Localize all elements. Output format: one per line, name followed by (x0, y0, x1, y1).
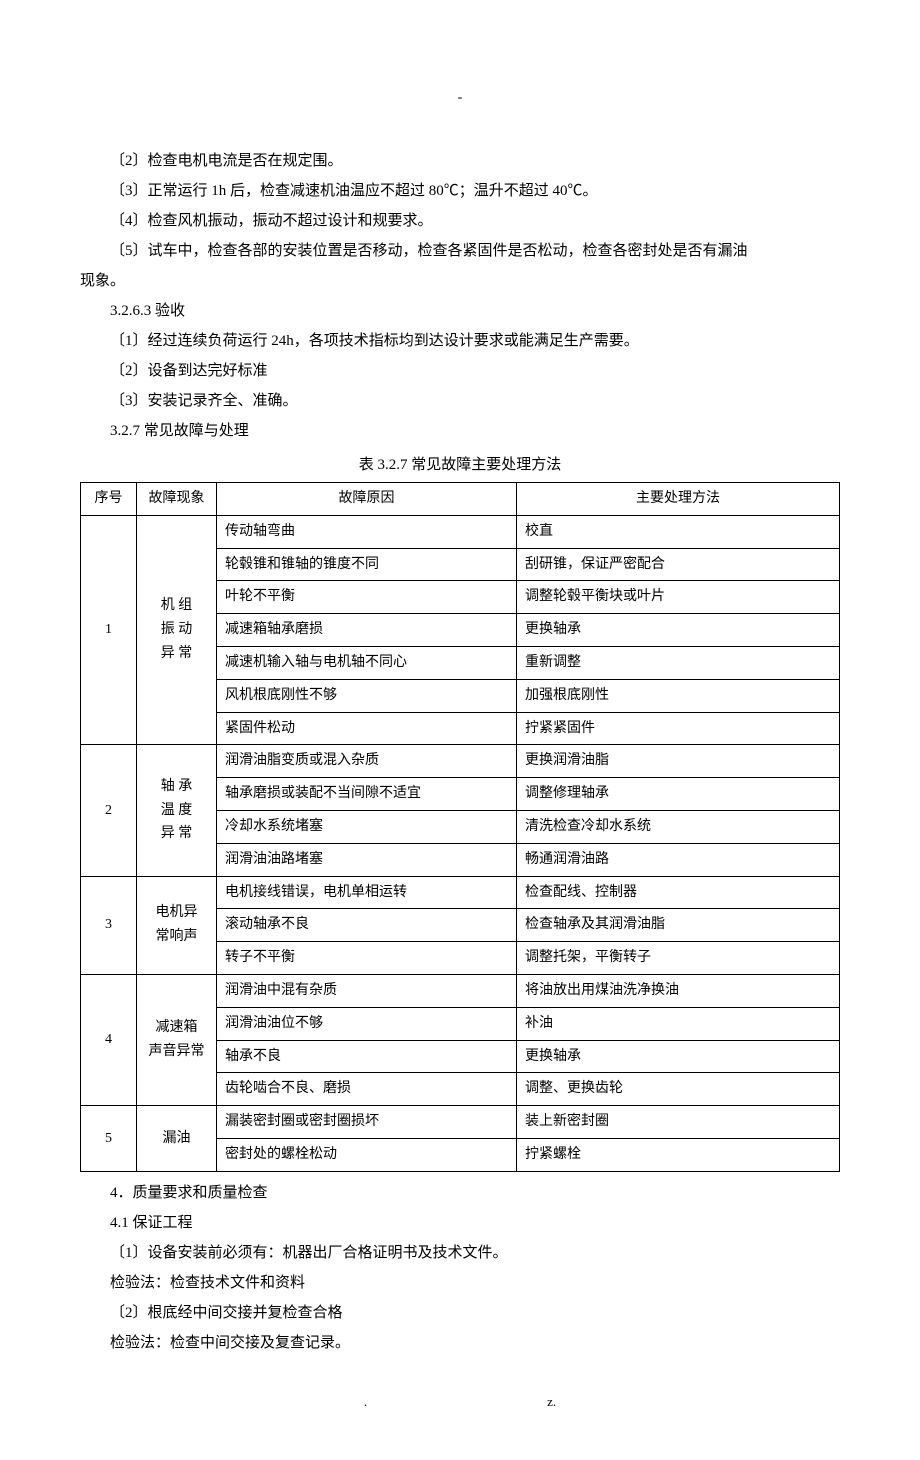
cell-method: 检查轴承及其润滑油脂 (517, 909, 840, 942)
cell-method: 刮研锥，保证严密配合 (517, 548, 840, 581)
cell-cause: 轴承不良 (217, 1040, 517, 1073)
cell-cause: 冷却水系统堵塞 (217, 810, 517, 843)
cell-method: 清洗检查冷却水系统 (517, 810, 840, 843)
cell-phen: 电机异常响声 (137, 876, 217, 974)
cell-seq: 1 (81, 515, 137, 745)
qc-2-check: 检验法：检查中间交接及复查记录。 (80, 1328, 840, 1358)
cell-method: 调整轮毂平衡块或叶片 (517, 581, 840, 614)
pre-4: 〔4〕检查风机振动，振动不超过设计和规要求。 (80, 206, 840, 236)
top-dash: - (80, 90, 840, 106)
cell-cause: 齿轮啮合不良、磨损 (217, 1073, 517, 1106)
cell-seq: 4 (81, 974, 137, 1105)
accept-3: 〔3〕安装记录齐全、准确。 (80, 386, 840, 416)
cell-method: 更换润滑油脂 (517, 745, 840, 778)
pre-2: 〔2〕检查电机电流是否在规定围。 (80, 146, 840, 176)
th-phen: 故障现象 (137, 483, 217, 516)
cell-method: 畅通润滑油路 (517, 843, 840, 876)
cell-method: 补油 (517, 1007, 840, 1040)
cell-cause: 润滑油油路堵塞 (217, 843, 517, 876)
cell-cause: 风机根底刚性不够 (217, 679, 517, 712)
accept-2: 〔2〕设备到达完好标准 (80, 356, 840, 386)
cell-method: 更换轴承 (517, 614, 840, 647)
cell-seq: 3 (81, 876, 137, 974)
cell-cause: 叶轮不平衡 (217, 581, 517, 614)
cell-phen: 轴 承温 度异 常 (137, 745, 217, 876)
cell-seq: 2 (81, 745, 137, 876)
cell-cause: 轴承磨损或装配不当间隙不适宜 (217, 778, 517, 811)
heading-41: 4.1 保证工程 (80, 1208, 840, 1238)
footer: . z. (80, 1394, 840, 1410)
cell-cause: 传动轴弯曲 (217, 515, 517, 548)
cell-method: 检查配线、控制器 (517, 876, 840, 909)
cell-seq: 5 (81, 1106, 137, 1172)
th-seq: 序号 (81, 483, 137, 516)
cell-cause: 轮毂锥和锥轴的锥度不同 (217, 548, 517, 581)
heading-4: 4．质量要求和质量检查 (80, 1178, 840, 1208)
accept-1: 〔1〕经过连续负荷运行 24h，各项技术指标均到达设计要求或能满足生产需要。 (80, 326, 840, 356)
fault-table: 序号 故障现象 故障原因 主要处理方法 1机 组振 动异 常传动轴弯曲校直轮毂锥… (80, 482, 840, 1172)
table-header-row: 序号 故障现象 故障原因 主要处理方法 (81, 483, 840, 516)
cell-cause: 滚动轴承不良 (217, 909, 517, 942)
cell-method: 拧紧紧固件 (517, 712, 840, 745)
cell-method: 更换轴承 (517, 1040, 840, 1073)
cell-cause: 密封处的螺栓松动 (217, 1138, 517, 1171)
cell-method: 调整托架，平衡转子 (517, 942, 840, 975)
pre-3: 〔3〕正常运行 1h 后，检查减速机油温应不超过 80℃；温升不超过 40℃。 (80, 176, 840, 206)
heading-327: 3.2.7 常见故障与处理 (80, 416, 840, 446)
cell-cause: 减速箱轴承磨损 (217, 614, 517, 647)
footer-left: . (364, 1394, 367, 1410)
cell-cause: 电机接线错误，电机单相运转 (217, 876, 517, 909)
th-method: 主要处理方法 (517, 483, 840, 516)
pre-5: 〔5〕试车中，检查各部的安装位置是否移动，检查各紧固件是否松动，检查各密封处是否… (80, 236, 840, 266)
cell-cause: 润滑油中混有杂质 (217, 974, 517, 1007)
pre-5-cont: 现象。 (80, 266, 840, 296)
heading-3263: 3.2.6.3 验收 (80, 296, 840, 326)
table-body: 1机 组振 动异 常传动轴弯曲校直轮毂锥和锥轴的锥度不同刮研锥，保证严密配合叶轮… (81, 515, 840, 1171)
th-cause: 故障原因 (217, 483, 517, 516)
cell-cause: 漏装密封圈或密封圈损坏 (217, 1106, 517, 1139)
cell-phen: 机 组振 动异 常 (137, 515, 217, 745)
cell-cause: 润滑油油位不够 (217, 1007, 517, 1040)
table-row: 3电机异常响声电机接线错误，电机单相运转检查配线、控制器 (81, 876, 840, 909)
cell-method: 加强根底刚性 (517, 679, 840, 712)
cell-method: 将油放出用煤油洗净换油 (517, 974, 840, 1007)
cell-cause: 转子不平衡 (217, 942, 517, 975)
cell-method: 校直 (517, 515, 840, 548)
cell-phen: 减速箱声音异常 (137, 974, 217, 1105)
cell-method: 调整修理轴承 (517, 778, 840, 811)
cell-method: 装上新密封圈 (517, 1106, 840, 1139)
cell-method: 拧紧螺栓 (517, 1138, 840, 1171)
cell-method: 调整、更换齿轮 (517, 1073, 840, 1106)
table-row: 4减速箱声音异常润滑油中混有杂质将油放出用煤油洗净换油 (81, 974, 840, 1007)
cell-cause: 减速机输入轴与电机轴不同心 (217, 646, 517, 679)
cell-cause: 紧固件松动 (217, 712, 517, 745)
qc-1-check: 检验法：检查技术文件和资料 (80, 1268, 840, 1298)
cell-cause: 润滑油脂变质或混入杂质 (217, 745, 517, 778)
table-caption: 表 3.2.7 常见故障主要处理方法 (80, 450, 840, 480)
table-row: 5漏油漏装密封圈或密封圈损坏装上新密封圈 (81, 1106, 840, 1139)
cell-phen: 漏油 (137, 1106, 217, 1172)
table-row: 1机 组振 动异 常传动轴弯曲校直 (81, 515, 840, 548)
table-row: 2轴 承温 度异 常润滑油脂变质或混入杂质更换润滑油脂 (81, 745, 840, 778)
qc-2: 〔2〕根底经中间交接并复检查合格 (80, 1298, 840, 1328)
qc-1: 〔1〕设备安装前必须有：机器出厂合格证明书及技术文件。 (80, 1238, 840, 1268)
footer-right: z. (547, 1394, 556, 1410)
cell-method: 重新调整 (517, 646, 840, 679)
